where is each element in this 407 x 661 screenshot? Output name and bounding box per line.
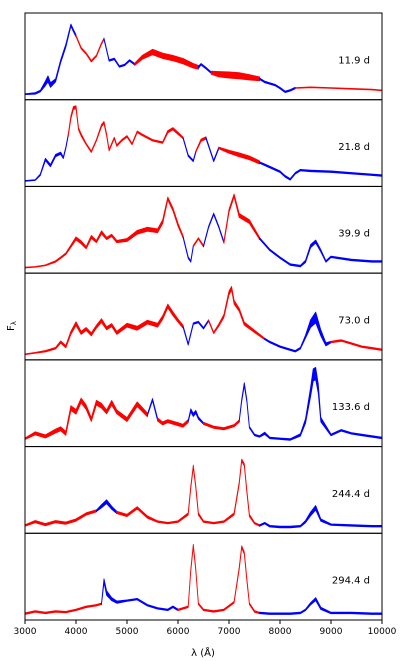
spectrum-band-red xyxy=(218,146,261,165)
panel-5: 133.6 d xyxy=(24,359,383,448)
spectrum-band-blue xyxy=(197,63,212,74)
epoch-label: 11.9 d xyxy=(338,55,370,66)
spectrum-band-red xyxy=(75,34,105,63)
spectrum-band-red xyxy=(116,458,261,527)
spectrum-band-blue xyxy=(182,319,210,346)
panel-2: 21.8 d xyxy=(24,99,383,187)
panel-6: 244.4 d xyxy=(24,446,383,534)
spectrum-band-blue xyxy=(264,311,332,353)
epoch-label: 244.4 d xyxy=(332,489,370,500)
x-tick-label: 3000 xyxy=(14,627,37,637)
spectrum-band-blue xyxy=(96,499,118,514)
spectrum-band-red xyxy=(67,105,184,153)
spectrum-band-blue xyxy=(103,37,136,68)
spectrum-band-blue xyxy=(146,398,159,422)
spectrum-band-red xyxy=(24,397,148,440)
x-tick-label: 9000 xyxy=(320,627,343,637)
y-axis-label-subscript: λ xyxy=(10,321,18,325)
spectrum-band-red xyxy=(208,285,266,341)
x-tick-label: 8000 xyxy=(269,627,292,637)
spectrum-band-red xyxy=(203,419,240,431)
spectrum-band-red xyxy=(157,417,189,428)
x-tick-label: 4000 xyxy=(65,627,88,637)
y-axis-label-main: F xyxy=(6,325,17,331)
x-tick-label: 10000 xyxy=(368,627,397,637)
panel-frame xyxy=(24,12,383,101)
spectrum-band-blue xyxy=(259,161,312,181)
spectrum-band-red xyxy=(210,70,261,82)
panel-3: 39.9 d xyxy=(24,185,383,274)
y-axis-label: Fλ xyxy=(6,321,18,331)
spectrum-band-red xyxy=(24,509,97,527)
panel-1: 11.9 d xyxy=(24,12,383,101)
x-axis-label: λ (Å) xyxy=(191,646,215,659)
spectrum-band-blue xyxy=(310,169,383,177)
spectrum-band-blue xyxy=(182,136,197,163)
panel-frame xyxy=(24,99,383,187)
epoch-label: 39.9 d xyxy=(338,229,370,240)
spectrum-band-blue xyxy=(182,235,194,263)
spectrum-band-blue xyxy=(203,212,225,248)
x-axis: 3000 4000 5000 6000 7000 8000 9000 10000 xyxy=(14,620,397,637)
spectrum-band-blue xyxy=(187,408,204,425)
panels-group: 11.9 d 21.8 d 39.9 d 73.0 d 133.6 d 244.4 d 29… xyxy=(24,12,383,621)
spectrum-band-blue xyxy=(24,133,69,182)
panel-4: 73.0 d xyxy=(24,272,383,361)
epoch-label: 73.0 d xyxy=(338,315,370,326)
spectrum-band-red xyxy=(24,602,102,615)
x-tick-label: 7000 xyxy=(218,627,241,637)
spectrum-band-red xyxy=(294,86,383,92)
spectrum-band-blue xyxy=(259,597,383,615)
spectrum-band-red xyxy=(330,339,383,351)
panel-7: 294.4 d xyxy=(24,532,383,621)
spectrum-band-red xyxy=(192,237,204,248)
spectrum-band-red xyxy=(134,48,199,70)
panel-frame xyxy=(24,272,383,361)
spectrum-band-blue xyxy=(259,77,296,93)
spectrum-band-red xyxy=(24,196,184,269)
x-tick-label: 5000 xyxy=(116,627,139,637)
epoch-label: 21.8 d xyxy=(338,142,370,153)
epoch-label: 133.6 d xyxy=(332,402,370,413)
spectrum-band-red xyxy=(177,543,261,615)
spectrum-band-blue xyxy=(259,237,383,268)
spectrum-band-red xyxy=(24,303,184,356)
spectrum-band-blue xyxy=(24,23,77,95)
spectrum-band-blue xyxy=(205,136,220,163)
spectrum-band-blue xyxy=(101,578,179,611)
spectrum-band-red xyxy=(195,136,207,153)
spectrum-band-red xyxy=(223,193,261,244)
panel-frame xyxy=(24,532,383,621)
spectrum-band-blue xyxy=(259,505,383,529)
epoch-label: 294.4 d xyxy=(332,576,370,587)
x-tick-label: 6000 xyxy=(167,627,190,637)
